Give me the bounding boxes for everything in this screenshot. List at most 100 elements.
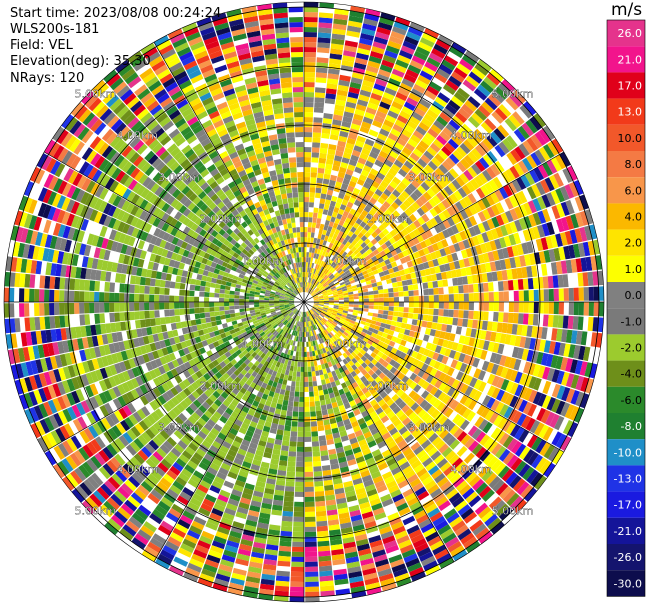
velocity-gate xyxy=(323,305,329,308)
velocity-gate xyxy=(416,547,432,558)
velocity-gate xyxy=(307,272,311,278)
velocity-gate xyxy=(308,321,311,327)
velocity-gate xyxy=(306,282,309,288)
velocity-gate xyxy=(588,302,594,316)
velocity-gate xyxy=(486,72,501,86)
velocity-gate xyxy=(451,214,460,225)
velocity-gate xyxy=(324,168,332,175)
velocity-gate xyxy=(562,315,569,329)
velocity-gate xyxy=(446,435,457,447)
velocity-gate xyxy=(496,377,505,389)
velocity-gate xyxy=(330,238,336,244)
velocity-gate xyxy=(516,324,523,336)
velocity-gate xyxy=(334,155,343,162)
velocity-gate xyxy=(352,255,359,261)
velocity-gate xyxy=(486,230,494,241)
velocity-gate xyxy=(304,411,310,417)
velocity-gate xyxy=(574,407,585,423)
velocity-gate xyxy=(492,500,506,513)
velocity-gate xyxy=(326,258,332,265)
velocity-gate xyxy=(339,74,351,82)
velocity-gate xyxy=(465,491,478,504)
velocity-gate xyxy=(39,289,45,302)
velocity-gate xyxy=(413,228,421,237)
velocity-gate xyxy=(565,358,573,373)
velocity-gate xyxy=(509,257,517,269)
velocity-gate xyxy=(367,376,375,384)
velocity-gate xyxy=(528,389,538,403)
velocity-gate xyxy=(467,116,480,128)
velocity-gate xyxy=(313,302,319,304)
velocity-gate xyxy=(524,337,532,349)
velocity-gate xyxy=(313,207,319,213)
velocity-gate xyxy=(219,306,225,311)
velocity-gate xyxy=(272,381,278,388)
velocity-gate xyxy=(446,254,454,263)
velocity-gate xyxy=(406,336,414,343)
velocity-gate xyxy=(367,440,377,448)
velocity-gate xyxy=(349,81,362,90)
velocity-gate xyxy=(361,362,368,369)
velocity-gate xyxy=(397,114,409,124)
velocity-gate xyxy=(453,309,459,318)
velocity-gate xyxy=(575,330,583,345)
velocity-gate xyxy=(297,361,301,367)
velocity-gate xyxy=(304,421,311,427)
velocity-gate xyxy=(432,492,446,503)
velocity-gate xyxy=(380,530,394,540)
velocity-gate xyxy=(304,381,309,387)
velocity-gate xyxy=(427,446,438,457)
velocity-gate xyxy=(391,393,400,402)
velocity-gate xyxy=(304,127,313,133)
velocity-gate xyxy=(575,391,585,407)
velocity-gate xyxy=(561,387,571,402)
velocity-gate xyxy=(474,108,488,121)
velocity-gate xyxy=(522,401,533,415)
velocity-gate xyxy=(530,472,543,487)
velocity-gate xyxy=(310,361,315,367)
velocity-gate xyxy=(494,238,502,250)
velocity-gate xyxy=(364,365,372,373)
velocity-gate xyxy=(281,445,289,452)
velocity-gate xyxy=(549,413,560,429)
velocity-gate xyxy=(335,325,341,331)
velocity-gate xyxy=(273,494,284,501)
velocity-gate xyxy=(540,409,551,424)
velocity-gate xyxy=(358,439,367,447)
velocity-gate xyxy=(361,317,367,322)
velocity-gate xyxy=(215,315,221,321)
velocity-gate xyxy=(536,351,544,365)
velocity-gate xyxy=(342,259,349,265)
velocity-gate xyxy=(393,21,409,31)
velocity-gate xyxy=(597,317,604,333)
velocity-gate xyxy=(320,234,326,241)
velocity-gate xyxy=(435,496,448,507)
velocity-gate xyxy=(373,554,388,563)
velocity-gate xyxy=(269,302,274,304)
velocity-gate xyxy=(471,443,483,456)
velocity-gate xyxy=(407,26,423,37)
velocity-gate xyxy=(397,264,404,271)
velocity-gate xyxy=(408,231,417,239)
velocity-gate xyxy=(456,63,471,75)
velocity-gate xyxy=(327,78,339,85)
velocity-gate xyxy=(383,297,389,302)
velocity-gate xyxy=(291,381,296,387)
velocity-gate xyxy=(368,493,380,502)
velocity-gate xyxy=(429,81,442,92)
velocity-gate xyxy=(204,312,211,318)
velocity-gate xyxy=(263,451,272,459)
velocity-gate xyxy=(410,272,417,279)
velocity-gate xyxy=(420,154,431,164)
velocity-gate xyxy=(333,294,339,298)
velocity-gate xyxy=(457,277,464,286)
velocity-gate xyxy=(456,445,468,457)
velocity-gate xyxy=(329,417,337,425)
velocity-gate xyxy=(339,281,345,286)
velocity-gate xyxy=(310,232,315,238)
velocity-gate xyxy=(397,252,405,259)
velocity-gate xyxy=(553,172,564,187)
velocity-gate xyxy=(134,284,140,294)
velocity-gate xyxy=(556,218,565,233)
velocity-gate xyxy=(552,449,564,465)
